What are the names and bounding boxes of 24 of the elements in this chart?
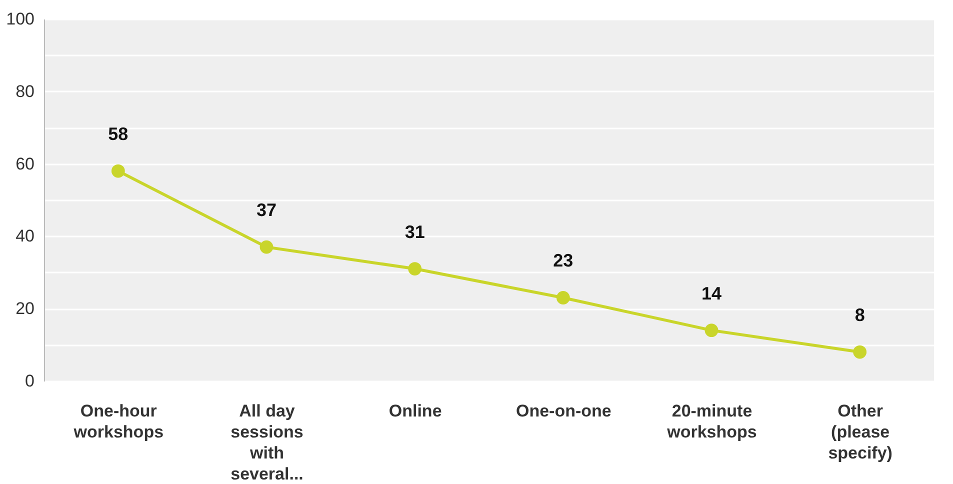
data-label: 31 [404,222,425,242]
y-tick-label: 60 [16,154,34,174]
point [853,345,867,359]
x-tick-label: One-hour workshops [72,402,164,442]
x-tick-label: Online [388,402,442,420]
y-tick-label: 100 [6,10,34,28]
x-tick-label: Other (please specify) [828,402,892,462]
data-label: 58 [108,124,128,144]
data-label: 14 [701,283,722,304]
data-label: 23 [553,250,574,271]
y-tick-label: 40 [16,226,34,246]
y-tick-label: 0 [25,372,34,390]
y-tick-label: 20 [16,299,34,318]
x-tick-label: 20-minute workshops [666,402,757,442]
point [704,324,718,338]
data-label: 8 [854,305,865,326]
y-tick-label: 80 [16,82,34,101]
x-tick-label: All day sessions with several... [230,402,304,484]
data-label: 37 [256,200,277,220]
point [556,291,570,304]
point [260,240,274,254]
point [408,262,422,276]
point [111,164,125,178]
x-tick-label: One-on-one [516,402,612,420]
